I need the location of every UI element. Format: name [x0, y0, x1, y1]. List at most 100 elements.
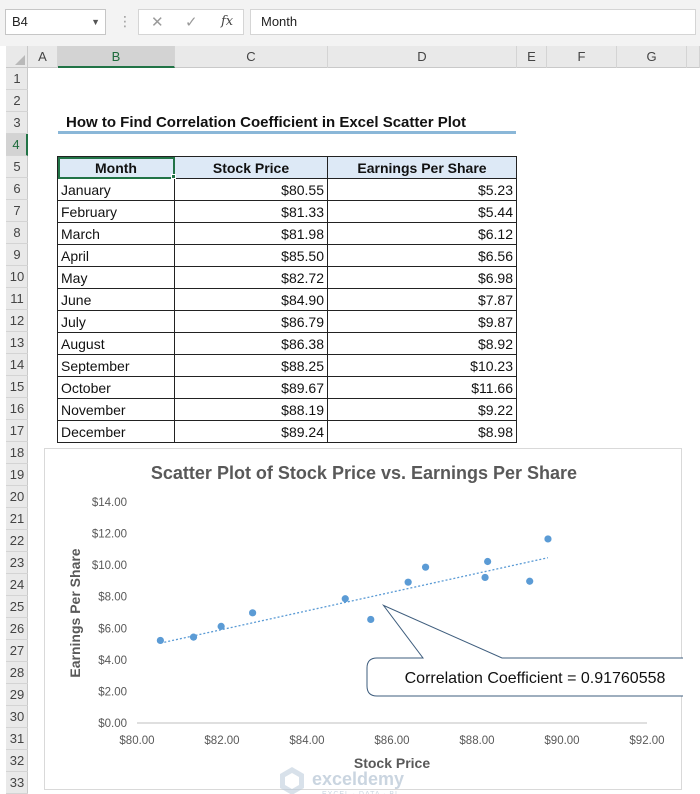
column-header-d[interactable]: D — [328, 46, 517, 68]
header-earnings-per-share[interactable]: Earnings Per Share — [327, 156, 517, 179]
row-header-28[interactable]: 28 — [6, 662, 28, 684]
row-header-30[interactable]: 30 — [6, 706, 28, 728]
row-header-27[interactable]: 27 — [6, 640, 28, 662]
row-header-25[interactable]: 25 — [6, 596, 28, 618]
name-box-value: B4 — [12, 14, 28, 29]
row-header-22[interactable]: 22 — [6, 530, 28, 552]
eps-cell[interactable]: $11.66 — [327, 376, 517, 399]
table-row: November $88.19 $9.22 — [57, 398, 517, 421]
row-header-18[interactable]: 18 — [6, 442, 28, 464]
stock-price-cell[interactable]: $80.55 — [174, 178, 328, 201]
name-box[interactable]: B4 ▼ — [5, 9, 106, 35]
chevron-down-icon[interactable]: ▼ — [91, 17, 100, 27]
row-header-11[interactable]: 11 — [6, 288, 28, 310]
insert-function-icon[interactable]: fx — [221, 14, 234, 29]
row-header-8[interactable]: 8 — [6, 222, 28, 244]
row-header-1[interactable]: 1 — [6, 68, 28, 90]
row-header-4[interactable]: 4 — [6, 134, 28, 156]
fill-handle[interactable] — [171, 174, 176, 179]
row-header-15[interactable]: 15 — [6, 376, 28, 398]
column-header-e[interactable]: E — [517, 46, 547, 68]
row-header-32[interactable]: 32 — [6, 750, 28, 772]
row-header-21[interactable]: 21 — [6, 508, 28, 530]
row-header-5[interactable]: 5 — [6, 156, 28, 178]
column-header-a[interactable]: A — [28, 46, 58, 68]
row-header-29[interactable]: 29 — [6, 684, 28, 706]
select-all-button[interactable] — [6, 46, 28, 68]
month-cell[interactable]: January — [57, 178, 175, 201]
row-header-33[interactable]: 33 — [6, 772, 28, 794]
y-tick-label: $0.00 — [98, 718, 127, 730]
row-header-2[interactable]: 2 — [6, 90, 28, 112]
stock-price-cell[interactable]: $86.38 — [174, 332, 328, 355]
x-axis-title: Stock Price — [354, 755, 430, 771]
month-cell[interactable]: November — [57, 398, 175, 421]
month-cell[interactable]: February — [57, 200, 175, 223]
x-tick-label: $92.00 — [629, 735, 664, 747]
table-row: January $80.55 $5.23 — [57, 178, 517, 201]
month-cell[interactable]: October — [57, 376, 175, 399]
eps-cell[interactable]: $6.12 — [327, 222, 517, 245]
column-header-g[interactable]: G — [617, 46, 687, 68]
y-tick-label: $2.00 — [98, 686, 127, 698]
row-header-13[interactable]: 13 — [6, 332, 28, 354]
cancel-icon[interactable]: ✕ — [151, 14, 164, 31]
row-header-10[interactable]: 10 — [6, 266, 28, 288]
header-stock-price[interactable]: Stock Price — [174, 156, 328, 179]
stock-price-cell[interactable]: $82.72 — [174, 266, 328, 289]
row-header-23[interactable]: 23 — [6, 552, 28, 574]
column-header-f[interactable]: F — [547, 46, 617, 68]
row-header-31[interactable]: 31 — [6, 728, 28, 750]
month-cell[interactable]: May — [57, 266, 175, 289]
stock-price-cell[interactable]: $89.24 — [174, 420, 328, 443]
stock-price-cell[interactable]: $89.67 — [174, 376, 328, 399]
eps-cell[interactable]: $7.87 — [327, 288, 517, 311]
month-cell[interactable]: September — [57, 354, 175, 377]
month-cell[interactable]: August — [57, 332, 175, 355]
formula-input[interactable]: Month — [250, 9, 696, 35]
eps-cell[interactable]: $6.98 — [327, 266, 517, 289]
row-header-12[interactable]: 12 — [6, 310, 28, 332]
month-cell[interactable]: July — [57, 310, 175, 333]
row-header-26[interactable]: 26 — [6, 618, 28, 640]
table-row: April $85.50 $6.56 — [57, 244, 517, 267]
month-cell[interactable]: June — [57, 288, 175, 311]
eps-cell[interactable]: $6.56 — [327, 244, 517, 267]
header-month[interactable]: Month — [57, 156, 175, 179]
row-header-20[interactable]: 20 — [6, 486, 28, 508]
eps-cell[interactable]: $5.44 — [327, 200, 517, 223]
x-tick-label: $84.00 — [289, 735, 324, 747]
row-header-7[interactable]: 7 — [6, 200, 28, 222]
eps-cell[interactable]: $8.92 — [327, 332, 517, 355]
scatter-chart[interactable]: Scatter Plot of Stock Price vs. Earnings… — [44, 448, 683, 790]
sheet-title[interactable]: How to Find Correlation Coefficient in E… — [58, 112, 516, 134]
row-header-6[interactable]: 6 — [6, 178, 28, 200]
column-header-b[interactable]: B — [58, 46, 175, 68]
row-header-24[interactable]: 24 — [6, 574, 28, 596]
eps-cell[interactable]: $10.23 — [327, 354, 517, 377]
stock-price-cell[interactable]: $81.98 — [174, 222, 328, 245]
eps-cell[interactable]: $9.22 — [327, 398, 517, 421]
eps-cell[interactable]: $9.87 — [327, 310, 517, 333]
column-header-c[interactable]: C — [175, 46, 328, 68]
month-cell[interactable]: April — [57, 244, 175, 267]
row-header-19[interactable]: 19 — [6, 464, 28, 486]
stock-price-cell[interactable]: $84.90 — [174, 288, 328, 311]
stock-price-cell[interactable]: $86.79 — [174, 310, 328, 333]
eps-cell[interactable]: $8.98 — [327, 420, 517, 443]
row-header-3[interactable]: 3 — [6, 112, 28, 134]
stock-price-cell[interactable]: $88.19 — [174, 398, 328, 421]
row-header-17[interactable]: 17 — [6, 420, 28, 442]
stock-price-cell[interactable]: $88.25 — [174, 354, 328, 377]
table-row: May $82.72 $6.98 — [57, 266, 517, 289]
stock-price-cell[interactable]: $85.50 — [174, 244, 328, 267]
formula-actions: ✕ ✓ fx — [138, 9, 244, 35]
month-cell[interactable]: December — [57, 420, 175, 443]
row-header-16[interactable]: 16 — [6, 398, 28, 420]
row-header-14[interactable]: 14 — [6, 354, 28, 376]
enter-check-icon[interactable]: ✓ — [185, 14, 198, 31]
row-header-9[interactable]: 9 — [6, 244, 28, 266]
stock-price-cell[interactable]: $81.33 — [174, 200, 328, 223]
eps-cell[interactable]: $5.23 — [327, 178, 517, 201]
month-cell[interactable]: March — [57, 222, 175, 245]
